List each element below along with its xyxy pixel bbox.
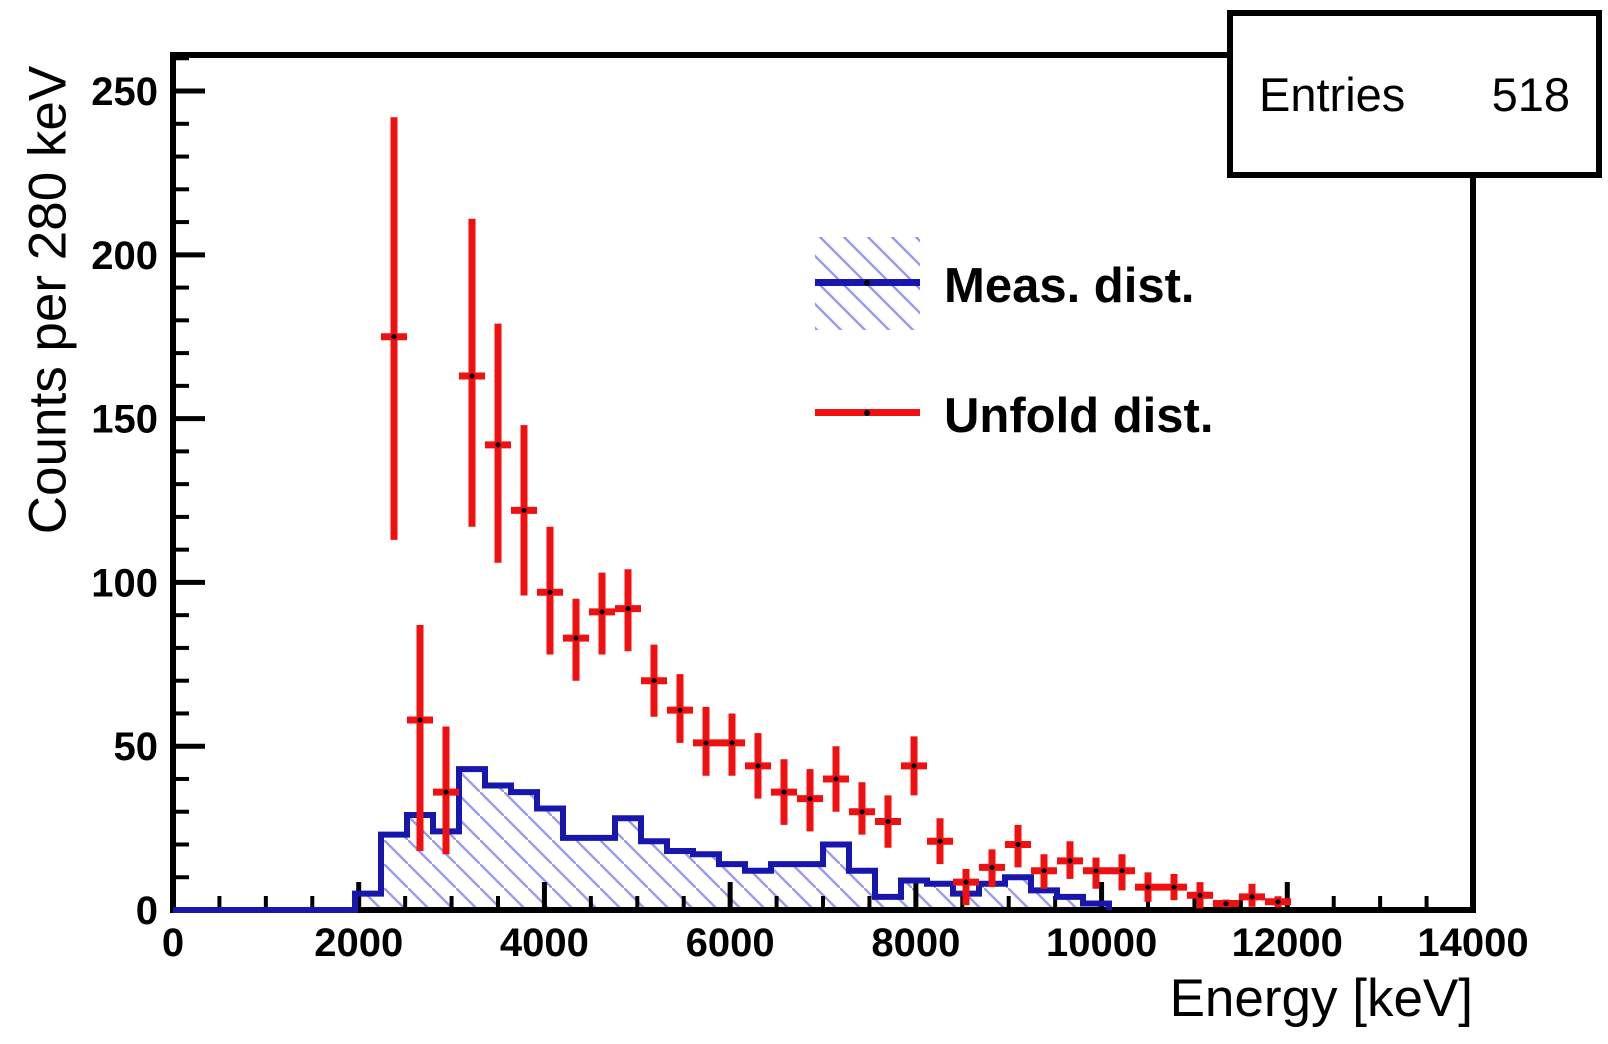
unfolded-point xyxy=(407,625,433,852)
unfolded-point xyxy=(849,782,875,835)
unfolded-marker-dot xyxy=(963,879,969,885)
unfolded-distribution xyxy=(381,117,1291,909)
unfolded-point xyxy=(485,323,511,563)
unfolded-marker-dot xyxy=(1145,884,1151,890)
unfolded-marker-dot xyxy=(755,763,761,769)
unfolded-marker-dot xyxy=(417,717,423,723)
unfolded-marker-dot xyxy=(703,740,709,746)
unfolded-marker-dot xyxy=(1041,868,1047,874)
unfolded-marker-dot xyxy=(521,507,527,513)
unfolded-point xyxy=(1265,896,1291,908)
x-tick-label: 8000 xyxy=(871,921,960,965)
unfolded-point xyxy=(901,736,927,796)
x-tick-label: 4000 xyxy=(500,921,589,965)
x-tick-label: 10000 xyxy=(1046,921,1157,965)
unfolded-point xyxy=(381,117,407,540)
stats-box: Entries 518 xyxy=(1227,10,1602,178)
unfolded-marker-dot xyxy=(547,589,553,595)
unfolded-marker-dot xyxy=(781,789,787,795)
x-tick-label: 14000 xyxy=(1417,921,1528,965)
unfolded-marker-dot xyxy=(1249,894,1255,900)
unfolded-point xyxy=(823,746,849,812)
unfolded-marker-dot xyxy=(859,809,865,815)
unfolded-point xyxy=(1187,882,1213,909)
unfolded-point xyxy=(667,674,693,743)
unfolded-marker-dot xyxy=(651,678,657,684)
y-tick-label: 250 xyxy=(91,70,158,114)
y-tick-label: 200 xyxy=(91,234,158,278)
unfolded-marker-dot xyxy=(1015,841,1021,848)
unfolded-point xyxy=(771,759,797,825)
unfolded-point xyxy=(511,425,537,596)
unfolded-marker-dot xyxy=(807,796,813,802)
unfolded-marker-dot xyxy=(1223,900,1229,907)
unfolded-point xyxy=(563,598,589,681)
unfolded-marker-dot xyxy=(625,606,631,612)
y-tick-label: 50 xyxy=(114,725,159,769)
unfolded-point xyxy=(433,726,459,855)
unfolded-marker-dot xyxy=(443,789,449,795)
unfolded-marker-dot xyxy=(573,635,579,641)
unfolded-point xyxy=(1083,857,1109,889)
x-tick-label: 0 xyxy=(162,921,184,965)
unfolded-point xyxy=(875,795,901,848)
unfolded-marker-dot xyxy=(1067,858,1073,864)
unfolded-marker-dot xyxy=(1275,899,1281,905)
unfolded-point xyxy=(797,769,823,832)
unfolded-marker-dot xyxy=(1171,884,1177,890)
unfolded-point xyxy=(1057,841,1083,879)
unfolded-marker-dot xyxy=(469,373,475,379)
stats-entries-value: 518 xyxy=(1491,67,1570,121)
unfolded-marker-dot xyxy=(729,740,735,746)
unfolded-point xyxy=(719,713,745,776)
unfolded-marker-dot xyxy=(495,442,501,448)
stats-entries-label: Entries xyxy=(1259,67,1406,121)
unfolded-point xyxy=(1135,872,1161,902)
y-tick-label: 150 xyxy=(91,398,158,442)
unfolded-point xyxy=(1109,854,1135,891)
unfolded-marker-dot xyxy=(833,776,839,782)
unfolded-marker-dot xyxy=(937,838,943,844)
unfolded-point xyxy=(1161,873,1187,901)
unfolded-point xyxy=(927,818,953,865)
unfolded-marker-dot xyxy=(911,763,917,769)
x-tick-label: 2000 xyxy=(314,921,403,965)
unfolded-point xyxy=(979,849,1005,888)
y-tick-label: 0 xyxy=(136,889,158,933)
unfolded-marker-dot xyxy=(989,864,995,871)
unfolded-point xyxy=(615,569,641,652)
unfolded-marker-dot xyxy=(391,334,397,340)
unfolded-point xyxy=(1031,854,1057,889)
unfolded-point xyxy=(1005,824,1031,868)
unfolded-point xyxy=(459,218,485,527)
unfolded-point xyxy=(745,733,771,799)
unfolded-point xyxy=(1213,899,1239,908)
unfolded-marker-dot xyxy=(885,818,891,825)
x-tick-label: 12000 xyxy=(1232,921,1343,965)
unfolded-point xyxy=(641,644,667,717)
unfolded-point xyxy=(953,869,979,906)
unfolded-marker-dot xyxy=(1093,868,1099,874)
y-tick-label: 100 xyxy=(91,561,158,605)
unfolded-point xyxy=(589,572,615,655)
x-tick-label: 6000 xyxy=(686,921,775,965)
unfolded-marker-dot xyxy=(1197,892,1203,898)
x-axis-title: Energy [keV] xyxy=(1169,969,1473,1028)
unfolded-marker-dot xyxy=(677,707,683,713)
unfolded-marker-dot xyxy=(1119,868,1125,874)
unfolded-point xyxy=(537,526,563,655)
unfolded-marker-dot xyxy=(599,609,605,615)
y-axis-title: Counts per 280 keV xyxy=(18,65,78,535)
unfolded-point xyxy=(1239,883,1265,907)
unfolded-point xyxy=(693,706,719,776)
